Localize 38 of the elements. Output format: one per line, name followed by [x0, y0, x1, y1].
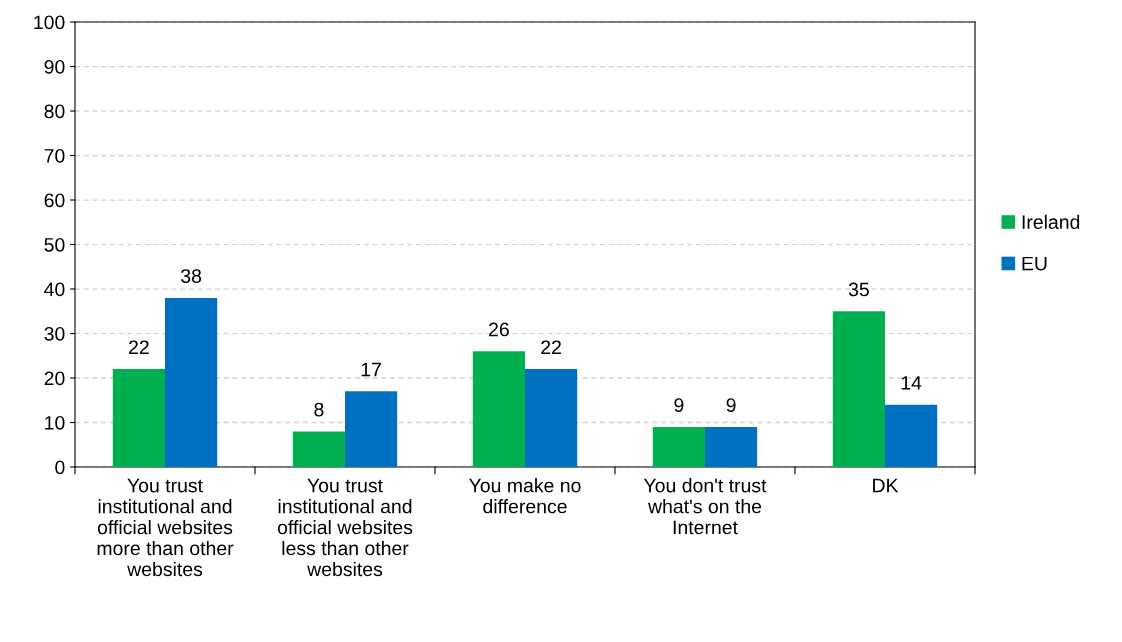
bar — [292, 431, 345, 467]
data-label: 9 — [726, 398, 736, 412]
bar — [472, 351, 525, 467]
bar — [652, 426, 705, 467]
data-label: 26 — [489, 322, 509, 337]
bar — [165, 297, 218, 467]
y-tick-label: 70 — [44, 148, 65, 163]
legend-label: EU — [1022, 256, 1047, 271]
y-tick-label: 30 — [44, 326, 65, 341]
y-tick-label: 40 — [44, 282, 65, 297]
y-tick-label: 0 — [55, 460, 65, 475]
legend-label: Ireland — [1022, 214, 1080, 229]
data-label: 8 — [314, 402, 324, 417]
x-tick-label: DK — [873, 478, 899, 493]
bar — [705, 426, 758, 467]
bar — [832, 311, 885, 467]
y-tick-label: 80 — [44, 104, 65, 119]
y-tick-label: 60 — [44, 193, 65, 208]
y-tick-label: 50 — [44, 237, 65, 252]
bar — [885, 404, 938, 467]
y-tick-label: 90 — [44, 59, 65, 74]
data-label: 35 — [848, 282, 869, 297]
x-tick-label: You make no difference — [469, 478, 581, 514]
x-tick-label: You trust institutional and official websites more than other websites — [97, 478, 234, 577]
bar — [525, 369, 578, 467]
y-tick-label: 10 — [45, 415, 65, 430]
data-label: 14 — [901, 376, 922, 390]
y-tick-label: 20 — [44, 371, 65, 386]
x-tick-label: You don't trust what's on the Internet — [643, 478, 767, 535]
y-tick-label: 100 — [34, 15, 65, 30]
data-label: 22 — [129, 340, 149, 354]
x-tick-label: You trust institutional and official websites less than other websites — [277, 478, 413, 577]
data-label: 9 — [674, 398, 684, 412]
data-label: 17 — [361, 362, 381, 377]
data-label: 22 — [541, 340, 561, 354]
bar — [112, 369, 165, 467]
data-label: 38 — [181, 269, 202, 283]
bar — [345, 391, 398, 467]
